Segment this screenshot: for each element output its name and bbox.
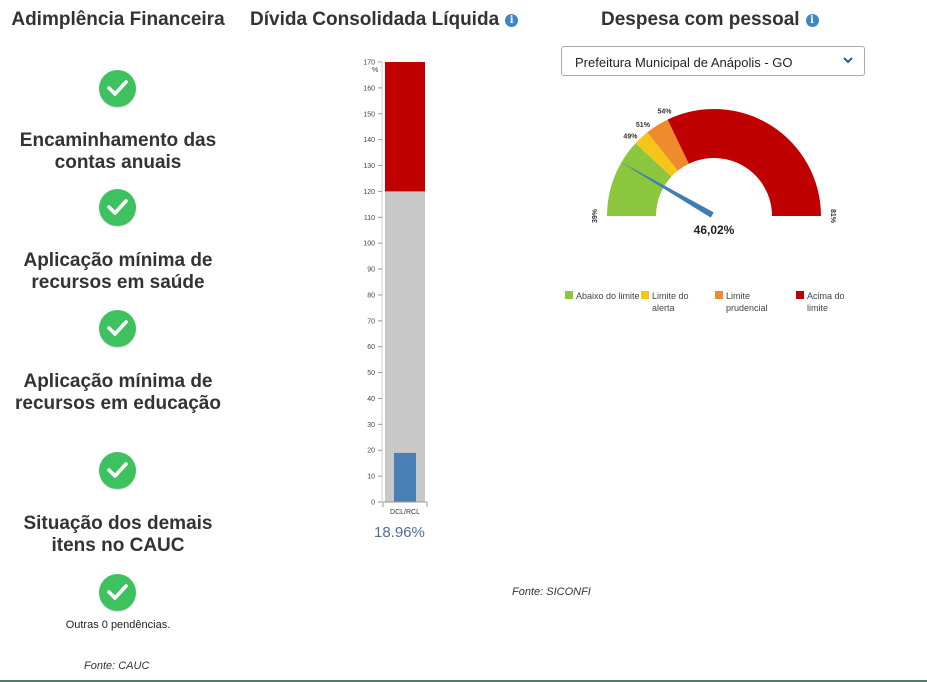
- y-tick-label: 120: [363, 189, 375, 196]
- item-title-adimplencia: Adimplência Financeira: [11, 9, 225, 30]
- legend-label: Limite prudencial: [726, 291, 768, 313]
- item-title-encaminhamento: Encaminhamento das contas anuais: [19, 130, 217, 173]
- legend-swatch: [641, 291, 649, 299]
- gauge-band-label: 51%: [636, 122, 651, 129]
- pessoal-gauge: 49% 51% 54% 39% 81% 46,02%: [592, 108, 836, 237]
- dcl-title-text: Dívida Consolidada Líquida: [250, 9, 500, 30]
- entity-select[interactable]: Prefeitura Municipal de Anápolis - GO: [561, 46, 865, 76]
- y-tick-label: 40: [367, 396, 375, 403]
- dcl-bar-chart: 0 10 20 30 40 50 60 70 80 90 100 110 120 130 140 150 160…: [363, 60, 428, 516]
- legend-swatch: [796, 291, 804, 299]
- y-tick-label: 90: [367, 267, 375, 274]
- legend-label: Abaixo do limite: [576, 291, 640, 301]
- legend-label: Acima do limite: [807, 291, 845, 313]
- y-tick-label: 140: [363, 137, 375, 144]
- legend-swatch: [565, 291, 573, 299]
- bottom-divider: [0, 680, 927, 682]
- item-title-educacao: Aplicação mínima de recursos em educação: [15, 371, 221, 414]
- y-tick-label: 60: [367, 344, 375, 351]
- y-tick-label: 100: [363, 241, 375, 248]
- y-tick-label: 150: [363, 111, 375, 118]
- x-category-label: DCL/RCL: [390, 509, 420, 516]
- pessoal-title-text: Despesa com pessoal: [601, 9, 800, 30]
- info-icon[interactable]: i: [505, 14, 519, 27]
- item-title-saude: Aplicação mínima de recursos em saúde: [23, 250, 213, 293]
- check-circle-icon: [99, 310, 136, 347]
- legend-swatch: [715, 291, 723, 299]
- y-tick-label: 80: [367, 292, 375, 299]
- check-circle-icon: [99, 452, 136, 489]
- dcl-value-label: 18.96%: [374, 524, 425, 541]
- y-tick-label: 20: [367, 448, 375, 455]
- check-circle-icon: [99, 70, 136, 107]
- gauge-band: [667, 109, 821, 216]
- chevron-down-icon: [843, 57, 853, 64]
- bar-background-band: [385, 191, 425, 503]
- gauge-max-label: 81%: [829, 209, 836, 224]
- y-tick-label: 50: [367, 370, 375, 377]
- y-tick-label: 70: [367, 318, 375, 325]
- y-tick-label: 10: [367, 474, 375, 481]
- y-tick-label: 30: [367, 422, 375, 429]
- y-tick-label: 160: [363, 85, 375, 92]
- gauge-band: [607, 143, 672, 216]
- bar-background-band: [385, 62, 425, 192]
- check-circle-icon: [99, 189, 136, 226]
- check-circle-icon: [99, 574, 136, 611]
- info-icon[interactable]: i: [805, 14, 819, 27]
- gauge-needle: [619, 161, 714, 218]
- y-axis-unit: %: [372, 67, 378, 74]
- y-tick-label: 0: [371, 500, 375, 507]
- entity-select-value: Prefeitura Municipal de Anápolis - GO: [575, 55, 793, 70]
- legend-label: Limite do alerta: [652, 291, 689, 313]
- pending-note: Outras 0 pendências.: [65, 619, 171, 631]
- y-tick-label: 110: [364, 215, 375, 222]
- source-cauc: Fonte: CAUC: [84, 660, 150, 672]
- source-siconfi: Fonte: SICONFI: [512, 586, 591, 598]
- gauge-band-label: 49%: [623, 133, 638, 140]
- gauge-band: [647, 119, 689, 171]
- pessoal-title: Despesa com pessoal i: [601, 9, 819, 31]
- gauge-min-label: 39%: [592, 208, 599, 223]
- gauge-band-label: 54%: [658, 108, 673, 115]
- gauge-value-label: 46,02%: [694, 223, 735, 237]
- gauge-band: [635, 132, 678, 177]
- item-title-cauc: Situação dos demais itens no CAUC: [23, 513, 213, 556]
- y-tick-label: 130: [363, 163, 375, 170]
- y-tick-label: 170: [363, 60, 375, 67]
- dcl-value-bar[interactable]: [394, 452, 416, 502]
- dcl-title: Dívida Consolidada Líquida i: [250, 9, 519, 31]
